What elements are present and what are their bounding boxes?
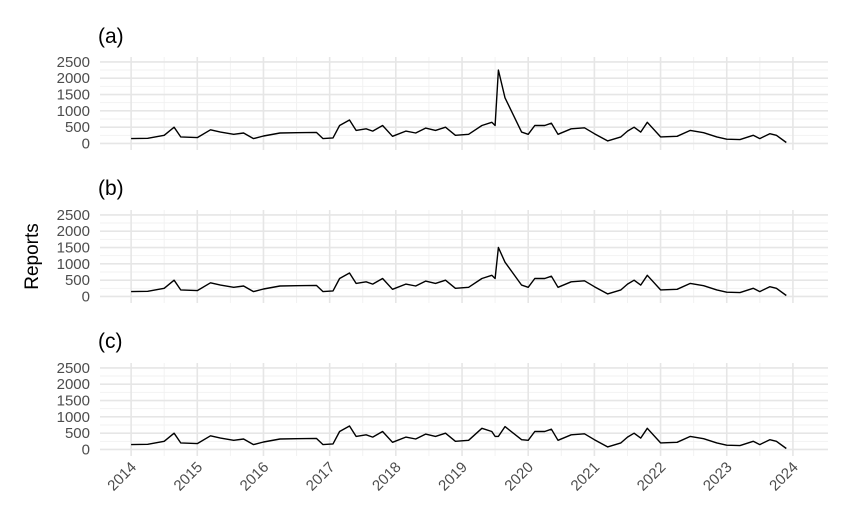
x-tick-label: 2016 xyxy=(237,459,273,495)
panel-title: (b) xyxy=(98,177,124,200)
y-tick-label: 500 xyxy=(65,119,90,136)
y-tick-label: 1500 xyxy=(57,393,90,410)
y-axis-label: Reports xyxy=(22,223,43,290)
y-tick-label: 2000 xyxy=(57,70,90,87)
y-tick-label: 0 xyxy=(82,288,90,305)
x-tick-label: 2015 xyxy=(170,459,206,495)
x-tick-label: 2017 xyxy=(303,459,339,495)
y-tick-label: 1500 xyxy=(57,240,90,257)
x-tick-label: 2023 xyxy=(700,459,736,495)
y-tick-label: 1000 xyxy=(57,103,90,120)
y-tick-label: 500 xyxy=(65,425,90,442)
y-tick-label: 1500 xyxy=(57,87,90,104)
x-tick-label: 2024 xyxy=(766,459,802,495)
data-line xyxy=(131,246,787,297)
x-tick-label: 2021 xyxy=(568,459,604,495)
x-tick-label: 2018 xyxy=(369,459,405,495)
data-line xyxy=(131,69,787,144)
x-tick-label: 2022 xyxy=(634,459,670,495)
y-tick-label: 2500 xyxy=(57,360,90,377)
data-line xyxy=(131,425,787,450)
y-tick-label: 500 xyxy=(65,272,90,289)
y-tick-label: 0 xyxy=(82,441,90,458)
y-tick-label: 0 xyxy=(82,135,90,152)
y-tick-label: 1000 xyxy=(57,409,90,426)
panel-title: (c) xyxy=(98,330,123,353)
y-tick-label: 2500 xyxy=(57,54,90,71)
y-tick-label: 2000 xyxy=(57,376,90,393)
y-tick-label: 2500 xyxy=(57,207,90,224)
x-tick-label: 2020 xyxy=(501,459,537,495)
y-tick-label: 2000 xyxy=(57,223,90,240)
y-tick-label: 1000 xyxy=(57,256,90,273)
x-tick-label: 2019 xyxy=(435,459,471,495)
panel-title: (a) xyxy=(98,25,124,48)
x-tick-label: 2014 xyxy=(104,459,140,495)
